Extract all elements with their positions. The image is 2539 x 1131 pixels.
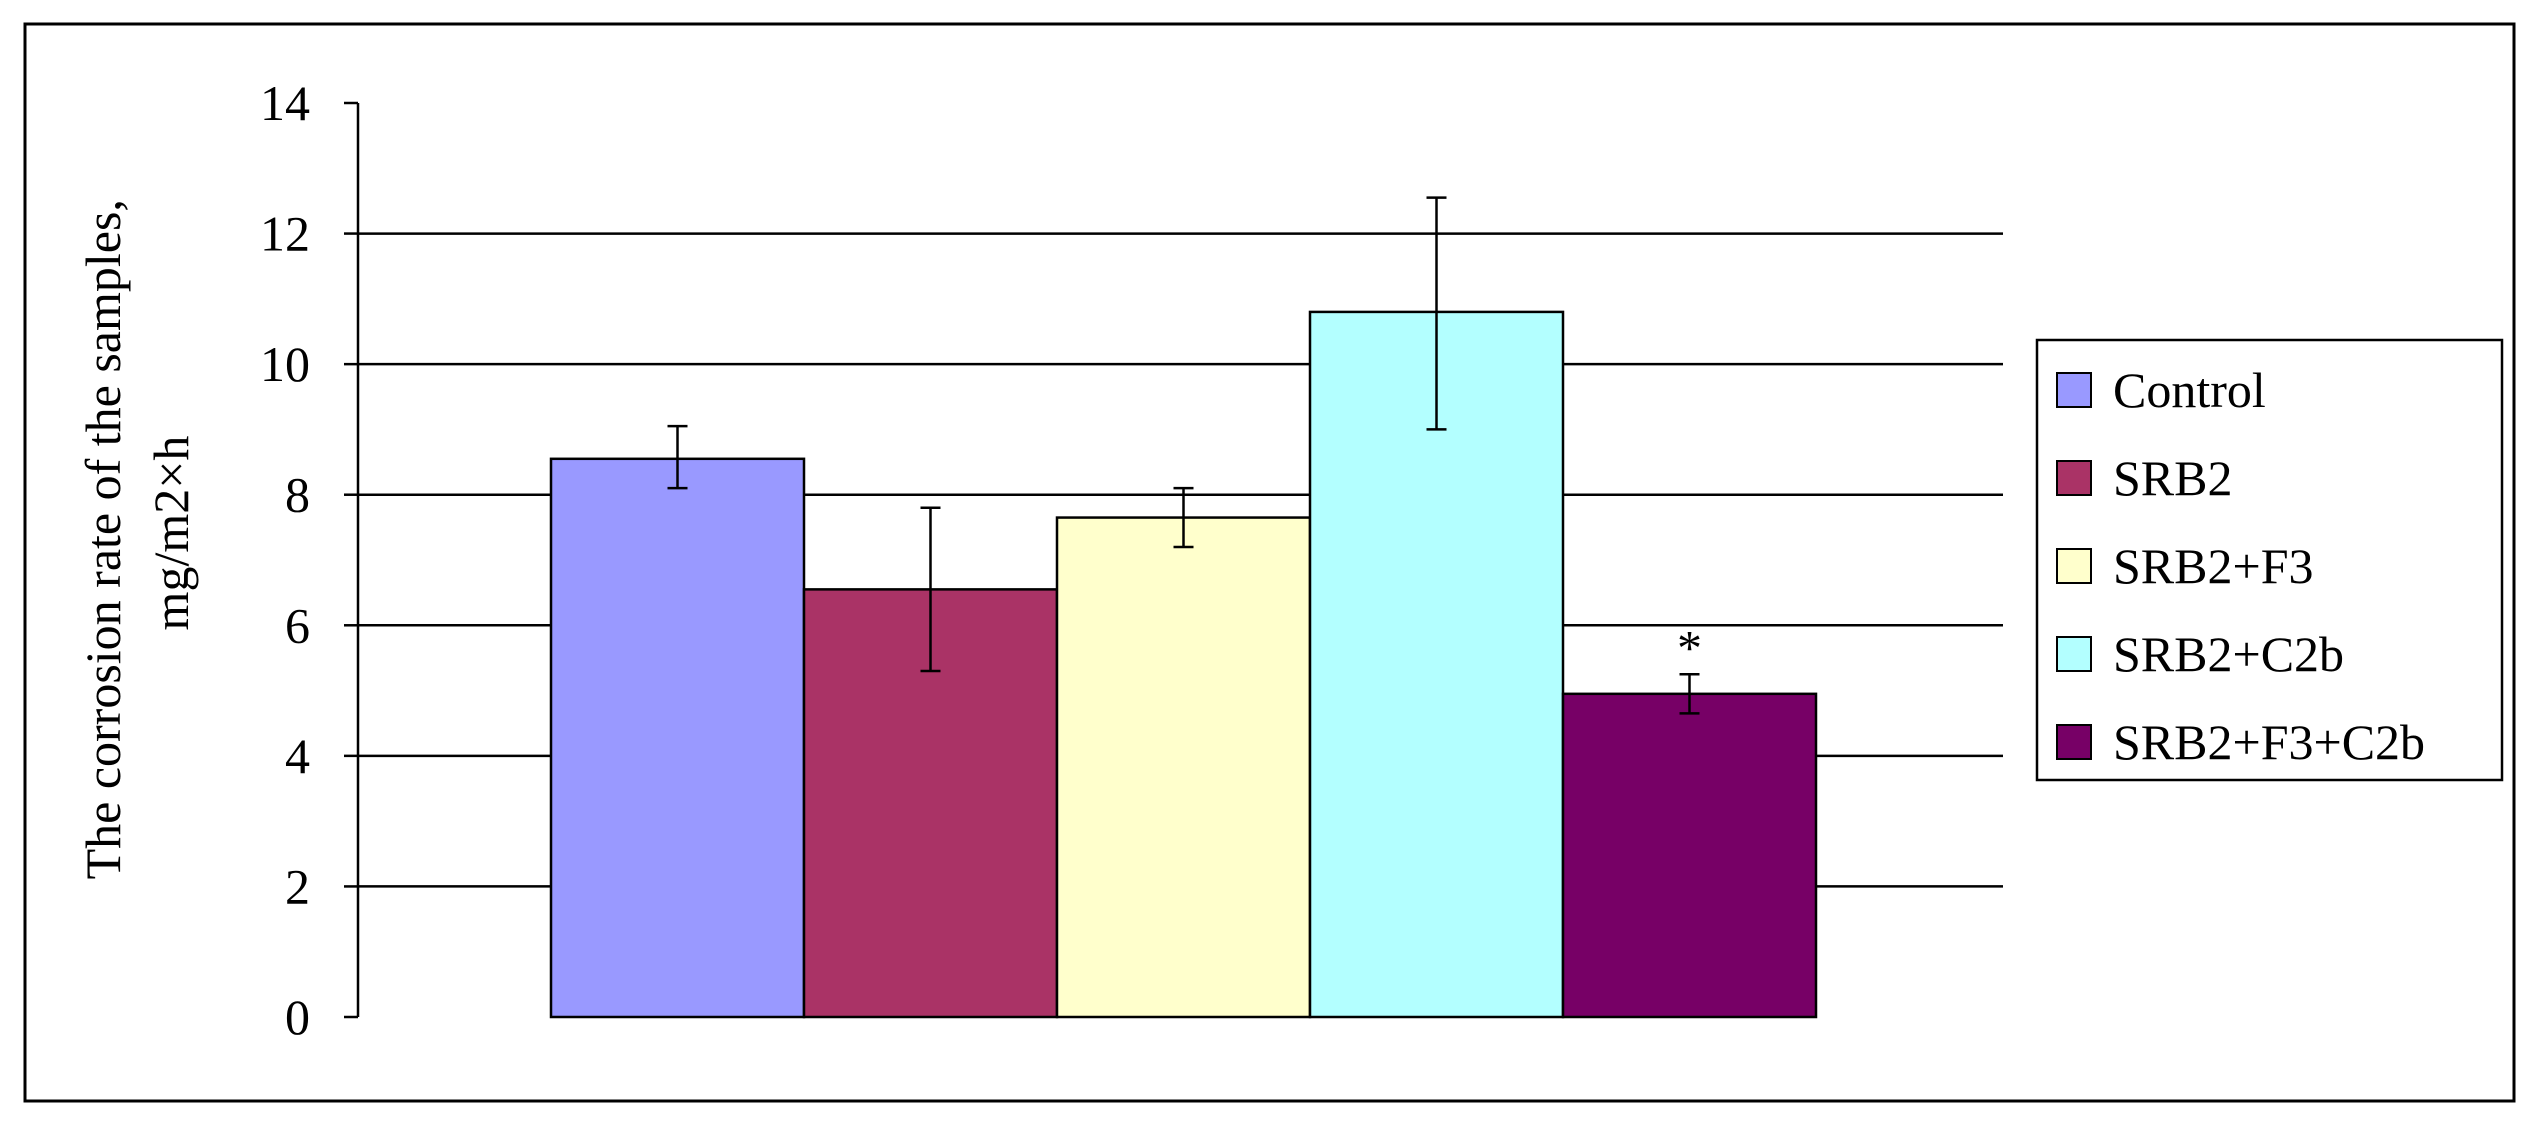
legend-swatch <box>2056 372 2092 408</box>
legend-label: SRB2+C2b <box>2113 626 2344 682</box>
bar <box>1055 516 1312 1019</box>
y-axis: 0 2 4 6 8 10 12 14 <box>260 75 360 1045</box>
legend-label: SRB2+F3+C2b <box>2113 714 2425 770</box>
y-tick-label: 8 <box>285 467 310 523</box>
y-axis-title-line-2: mg/m2×h <box>143 436 199 631</box>
legend-swatch <box>2056 724 2092 760</box>
bar <box>549 457 806 1019</box>
significance-marker: * <box>1677 619 1702 675</box>
error-bars <box>667 196 1700 715</box>
bar <box>1561 692 1818 1019</box>
legend: Control SRB2 SRB2+F3 SRB2+C2b SRB2+F3+C2b <box>2035 338 2504 782</box>
y-tick-label: 4 <box>285 728 310 784</box>
y-tick-label: 12 <box>260 206 310 262</box>
annotations: * <box>1677 619 1702 675</box>
legend-label: Control <box>2113 362 2266 418</box>
y-tick-label: 14 <box>260 75 310 131</box>
y-tick-label: 0 <box>285 989 310 1045</box>
y-axis-title-line-1: The corrosion rate of the samples, <box>75 199 131 879</box>
legend-swatch <box>2056 548 2092 584</box>
y-tick-label: 2 <box>285 858 310 914</box>
legend-label: SRB2+F3 <box>2113 538 2314 594</box>
legend-frame <box>2035 338 2504 782</box>
legend-swatch <box>2056 636 2092 672</box>
y-tick-label: 6 <box>285 597 310 653</box>
y-axis-title: The corrosion rate of the samples, mg/m2… <box>75 187 199 880</box>
legend-label: SRB2 <box>2113 450 2233 506</box>
y-tick-label: 10 <box>260 336 310 392</box>
legend-swatch <box>2056 460 2092 496</box>
